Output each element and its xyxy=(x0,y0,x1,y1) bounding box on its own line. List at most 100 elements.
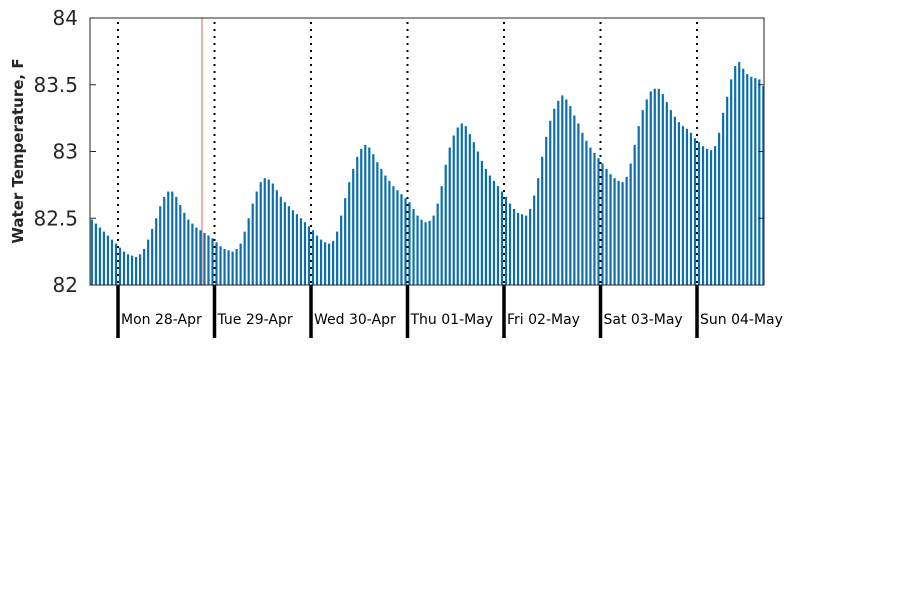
temperature-bar xyxy=(283,202,286,285)
temperature-bar xyxy=(581,132,584,285)
temperature-bar xyxy=(561,95,564,286)
temperature-bar xyxy=(275,190,278,285)
temperature-bar xyxy=(332,240,335,285)
temperature-bar xyxy=(629,163,632,285)
temperature-bar xyxy=(352,168,355,285)
temperature-bar xyxy=(617,180,620,285)
temperature-bar xyxy=(621,182,624,285)
temperature-bar xyxy=(456,127,459,285)
temperature-bar xyxy=(106,235,110,285)
temperature-bar xyxy=(613,178,616,285)
temperature-bar xyxy=(344,198,347,285)
temperature-bar xyxy=(569,106,572,285)
temperature-bar xyxy=(488,175,492,285)
temperature-bar xyxy=(155,218,158,285)
day-label: Tue 29-Apr xyxy=(217,312,293,328)
temperature-bar xyxy=(609,174,612,285)
temperature-bar xyxy=(557,100,560,286)
temperature-bar xyxy=(295,214,299,285)
temperature-bar xyxy=(179,204,182,285)
day-label: Sun 04-May xyxy=(700,312,783,328)
temperature-bar xyxy=(601,163,604,285)
temperature-bar xyxy=(758,79,761,285)
temperature-bar xyxy=(553,108,556,285)
temperature-bar xyxy=(681,126,685,285)
temperature-bar xyxy=(259,182,262,285)
temperature-bar xyxy=(372,154,375,285)
temperature-bar xyxy=(436,203,439,285)
temperature-bar xyxy=(637,126,640,285)
temperature-bar xyxy=(657,88,660,285)
temperature-bar xyxy=(311,230,315,285)
temperature-bar xyxy=(98,227,102,285)
temperature-bar xyxy=(705,148,709,285)
temperature-bar xyxy=(701,146,705,285)
temperature-bar xyxy=(279,196,282,285)
temperature-bar xyxy=(243,231,246,285)
temperature-bar xyxy=(533,195,536,285)
day-label: Fri 02-May xyxy=(507,312,580,328)
y-tick-label: 82.5 xyxy=(33,206,78,230)
temperature-bar xyxy=(709,150,713,285)
temperature-bar xyxy=(207,235,210,285)
temperature-bar xyxy=(239,243,242,285)
temperature-bar xyxy=(525,215,528,285)
temperature-bar xyxy=(537,178,540,285)
temperature-bar xyxy=(291,210,295,285)
temperature-bar xyxy=(649,91,652,285)
temperature-bar xyxy=(231,251,234,286)
day-separators xyxy=(116,22,699,338)
temperature-bar xyxy=(512,208,516,285)
day-label: Thu 01-May xyxy=(410,312,494,328)
temperature-bar xyxy=(400,194,403,285)
temperature-bar xyxy=(380,168,383,285)
temperature-bar xyxy=(565,99,568,286)
y-tick-label: 84 xyxy=(53,6,78,30)
temperature-bar xyxy=(496,186,500,285)
temperature-bar xyxy=(388,180,391,285)
temperature-bar xyxy=(251,203,254,285)
temperature-bar xyxy=(327,243,331,285)
temperature-bar xyxy=(299,218,303,285)
y-axis-label: Water Temperature, F xyxy=(9,58,27,243)
temperature-bar xyxy=(368,147,371,285)
temperature-bar xyxy=(195,227,198,285)
temperature-bar xyxy=(392,186,395,285)
temperature-bar xyxy=(102,231,106,285)
temperature-bar xyxy=(484,168,488,285)
temperature-bar xyxy=(520,214,524,285)
temperature-bar xyxy=(396,190,399,285)
temperature-bar xyxy=(444,164,447,285)
temperature-bar xyxy=(147,239,150,285)
temperature-bar xyxy=(122,251,126,286)
temperature-bar xyxy=(545,136,548,285)
temperature-bar xyxy=(424,222,427,285)
temperature-bar xyxy=(738,62,741,285)
temperature-bar xyxy=(356,156,359,285)
temperature-bar xyxy=(183,212,186,285)
temperature-bar xyxy=(645,99,648,286)
temperature-bar xyxy=(440,186,443,285)
temperature-bar xyxy=(685,128,689,285)
temperature-bar xyxy=(641,110,644,285)
temperature-bar xyxy=(114,243,118,285)
temperature-bar xyxy=(492,180,496,285)
temperature-bar xyxy=(384,175,387,285)
temperature-bar xyxy=(754,78,757,285)
temperature-bar xyxy=(428,220,431,285)
day-label: Wed 30-Apr xyxy=(314,312,396,328)
temperature-bar xyxy=(151,228,154,285)
temperature-bar xyxy=(432,215,435,285)
temperature-bar xyxy=(500,191,504,285)
temperature-bar xyxy=(673,116,676,285)
temperature-bar xyxy=(191,223,194,285)
temperature-bar xyxy=(689,132,693,285)
temperature-bar xyxy=(746,74,749,285)
temperature-bar xyxy=(460,123,463,285)
temperature-bar xyxy=(167,191,170,285)
temperature-bar xyxy=(143,248,146,285)
temperature-bar xyxy=(187,219,190,285)
temperature-bar xyxy=(255,191,258,285)
temperature-bar xyxy=(476,151,479,285)
temperature-bar xyxy=(472,142,475,285)
